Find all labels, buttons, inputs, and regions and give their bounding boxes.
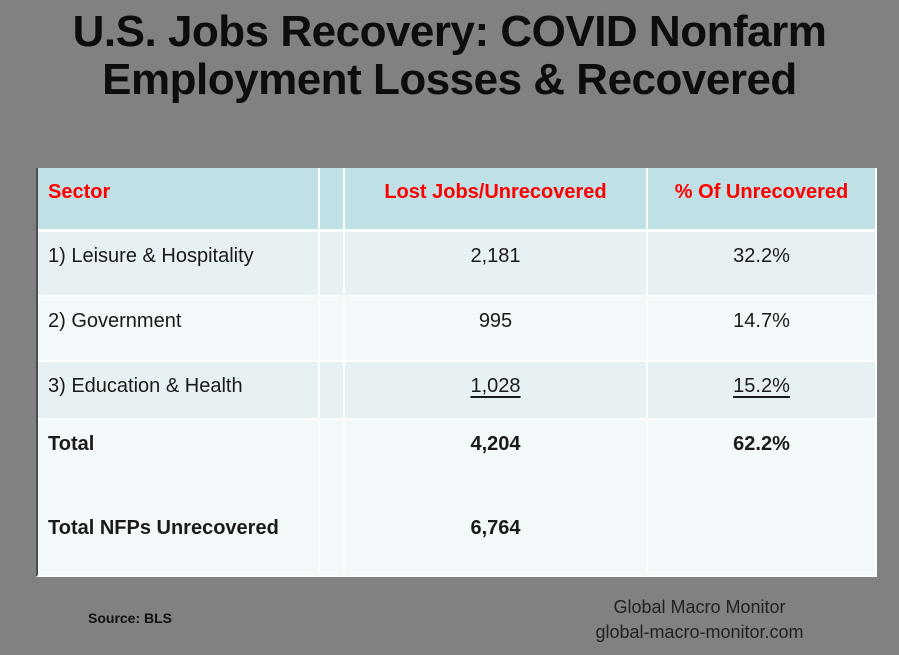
sector-cell: Total NFPs Unrecovered (38, 480, 320, 575)
page-title: U.S. Jobs Recovery: COVID Nonfarm Employ… (0, 8, 899, 104)
spacer-cell (320, 232, 345, 295)
pct-cell: 32.2% (733, 245, 790, 267)
lost-jobs-cell: 1,028 (345, 362, 648, 418)
sector-cell: Total (38, 420, 320, 480)
page-title-line-2: Employment Losses & Recovered (102, 55, 797, 104)
spacer-column-header (320, 168, 345, 229)
spacer-cell (320, 297, 345, 360)
lost-jobs-cell: 4,204 (345, 420, 648, 480)
pct-cell: 15.2% (648, 362, 875, 418)
sector-cell: 1) Leisure & Hospitality (38, 232, 320, 295)
spacer-cell (320, 420, 345, 480)
spacer-cell (320, 362, 345, 418)
table-header-row: Sector Lost Jobs/Unrecovered % Of Unreco… (38, 168, 875, 232)
table-row-education-health: 3) Education & Health 1,028 15.2% (38, 362, 875, 420)
lost-jobs-cell: 2,181 (345, 232, 648, 295)
pct-cell (648, 480, 875, 575)
column-header-sector: Sector (38, 168, 320, 229)
column-header-lost-jobs: Lost Jobs/Unrecovered (345, 168, 648, 229)
underlined-value: 15.2% (733, 375, 790, 397)
page-title-line-1: U.S. Jobs Recovery: COVID Nonfarm (72, 7, 827, 56)
pct-cell: 62.2% (733, 433, 790, 455)
brand-attribution: Global Macro Monitor global-macro-monito… (522, 595, 877, 645)
table-row-government: 2) Government 995 14.7% (38, 297, 875, 362)
sector-cell: 3) Education & Health (38, 362, 320, 418)
column-header-pct-unrecovered: % Of Unrecovered (674, 181, 849, 203)
lost-jobs-cell: 995 (345, 297, 648, 360)
table-row-leisure-hospitality: 1) Leisure & Hospitality 2,181 32.2% (38, 232, 875, 297)
underlined-value: 1,028 (470, 375, 521, 397)
pct-cell: 14.7% (733, 310, 790, 332)
brand-url: global-macro-monitor.com (595, 622, 804, 642)
brand-name: Global Macro Monitor (613, 597, 786, 617)
table-row-total-nfps-unrecovered: Total NFPs Unrecovered 6,764 (38, 480, 875, 575)
lost-jobs-cell: 6,764 (345, 480, 648, 575)
source-note: Source: BLS (88, 610, 173, 626)
spacer-cell (320, 480, 345, 575)
table-row-total: Total 4,204 62.2% (38, 420, 875, 480)
jobs-table: Sector Lost Jobs/Unrecovered % Of Unreco… (36, 168, 877, 577)
sector-cell: 2) Government (38, 297, 320, 360)
